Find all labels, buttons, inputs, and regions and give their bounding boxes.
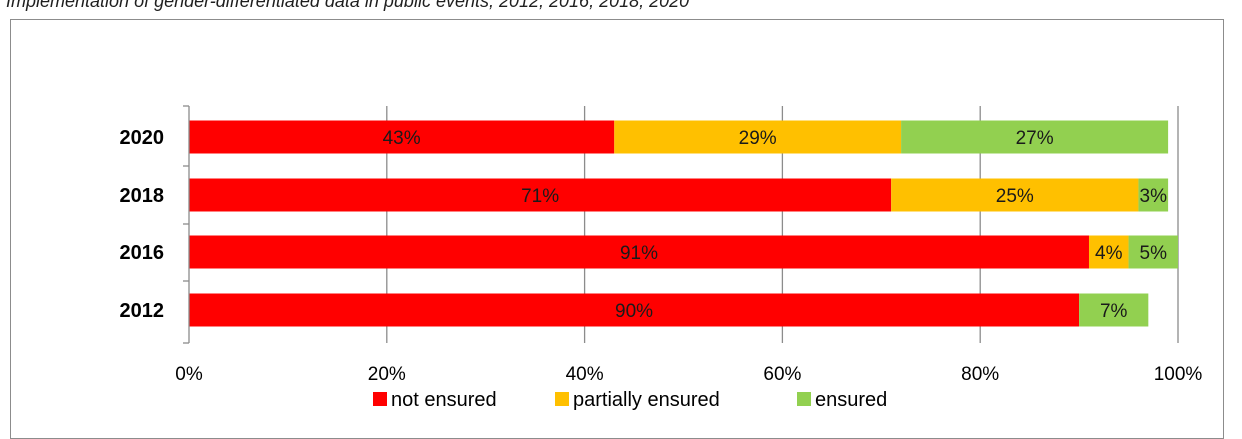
data-label-2016-partially-ensured: 4% bbox=[1095, 243, 1123, 264]
stacked-bar-chart: 43% 29% 27% 2020 71% 25% 3% 2018 91% 4% 5% 2016 90% 7… bbox=[120, 105, 1203, 411]
data-label-2018-not-ensured: 71% bbox=[521, 186, 559, 207]
category-label-2020: 2020 bbox=[120, 127, 165, 149]
data-label-2012-ensured: 7% bbox=[1100, 301, 1128, 322]
bar-2016-ensured bbox=[1128, 235, 1178, 269]
bar-2016-not-ensured bbox=[189, 235, 1089, 269]
data-label-2012-not-ensured: 90% bbox=[615, 301, 653, 322]
bar-2018-partially-ensured bbox=[891, 178, 1139, 212]
bar-2020-partially-ensured bbox=[614, 120, 902, 154]
bar-2020-not-ensured bbox=[189, 120, 615, 154]
x-tick-label-100: 100% bbox=[1154, 364, 1203, 385]
chart-frame bbox=[10, 19, 1224, 439]
category-label-2016: 2016 bbox=[120, 242, 165, 264]
data-label-2020-not-ensured: 43% bbox=[383, 128, 421, 149]
x-tick-label-60: 60% bbox=[763, 364, 801, 385]
chart-caption: Implementation of gender-differentiated … bbox=[6, 0, 690, 11]
data-label-2018-partially-ensured: 25% bbox=[996, 186, 1034, 207]
data-label-2020-ensured: 27% bbox=[1016, 128, 1054, 149]
data-label-2018-ensured: 3% bbox=[1140, 186, 1168, 207]
legend-label-ensured: ensured bbox=[815, 389, 887, 411]
bar-2012-ensured bbox=[1079, 293, 1149, 327]
category-label-2012: 2012 bbox=[120, 300, 165, 322]
bar-2012-not-ensured bbox=[189, 293, 1080, 327]
legend-label-partially-ensured: partially ensured bbox=[573, 389, 720, 411]
legend: not ensured partially ensured ensured bbox=[373, 389, 887, 411]
bars bbox=[189, 120, 1178, 327]
data-label-2016-ensured: 5% bbox=[1140, 243, 1168, 264]
x-tick-label-80: 80% bbox=[961, 364, 999, 385]
legend-label-not-ensured: not ensured bbox=[391, 389, 497, 411]
bar-2018-not-ensured bbox=[189, 178, 892, 212]
legend-swatch-ensured bbox=[797, 392, 811, 406]
legend-swatch-partially-ensured bbox=[555, 392, 569, 406]
bar-2018-ensured bbox=[1138, 178, 1169, 212]
x-tick-label-40: 40% bbox=[566, 364, 604, 385]
data-label-2016-not-ensured: 91% bbox=[620, 243, 658, 264]
data-label-2020-partially-ensured: 29% bbox=[739, 128, 777, 149]
x-tick-label-20: 20% bbox=[368, 364, 406, 385]
x-tick-label-0: 0% bbox=[175, 364, 203, 385]
bar-2020-ensured bbox=[901, 120, 1169, 154]
legend-swatch-not-ensured bbox=[373, 392, 387, 406]
axes bbox=[183, 105, 190, 344]
labels: 43% 29% 27% 2020 71% 25% 3% 2018 91% 4% 5% 2016 90% 7… bbox=[120, 127, 1203, 385]
bar-2016-partially-ensured bbox=[1088, 235, 1129, 269]
category-label-2018: 2018 bbox=[120, 185, 165, 207]
